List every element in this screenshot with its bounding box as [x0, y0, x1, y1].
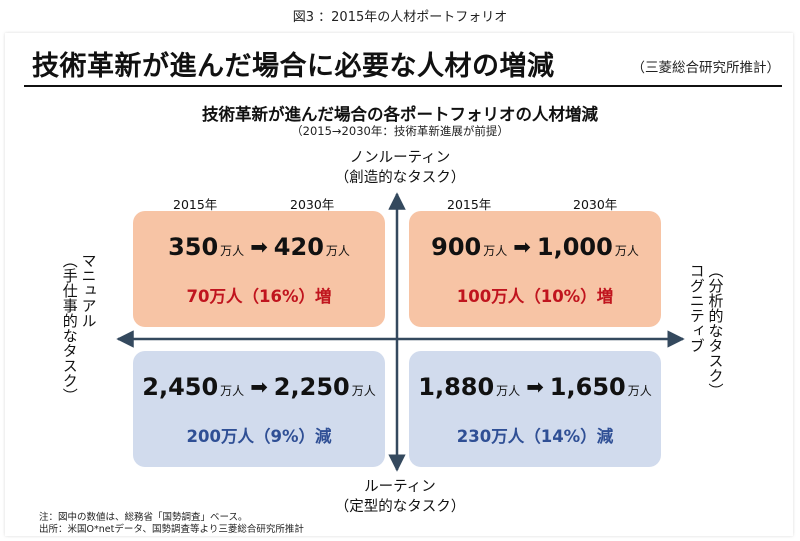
value-from: 900: [431, 233, 482, 261]
year-from-left: 2015年: [173, 197, 218, 212]
value-to: 1,650: [549, 373, 626, 401]
value-to: 2,250: [273, 373, 350, 401]
axis-top-label: ノンルーティン （創造的なタスク）: [300, 149, 500, 188]
value-to: 1,000: [536, 233, 613, 261]
axis-right-line2: （分析的なタスク）: [706, 263, 725, 398]
value-to: 420: [273, 233, 324, 261]
axis-left-line1: マニュアル: [79, 253, 98, 328]
change-label: 100万人（10%）増: [456, 287, 614, 306]
axis-top-line2: （創造的なタスク）: [334, 169, 466, 186]
change-label: 70万人（16%）増: [186, 287, 332, 306]
quadrant-top-left: 350 万人 ➡ 420 万人 70万人（16%）増: [133, 211, 385, 327]
unit-label: 万人: [496, 384, 521, 398]
quadrant-values: 1,880 万人 ➡ 1,650 万人: [409, 373, 661, 401]
quadrant-values: 900 万人 ➡ 1,000 万人: [409, 233, 661, 261]
main-title: 技術革新が進んだ場合に必要な人材の増減: [32, 51, 555, 82]
year-from-right: 2015年: [447, 197, 492, 212]
right-arrow-icon: ➡: [250, 235, 268, 259]
right-arrow-icon: ➡: [513, 235, 531, 259]
unit-label: 万人: [614, 244, 639, 258]
unit-label: 万人: [483, 244, 508, 258]
right-arrow-icon: ➡: [526, 375, 544, 399]
quadrant-top-right: 900 万人 ➡ 1,000 万人 100万人（10%）増: [409, 211, 661, 327]
chart-title: 技術革新が進んだ場合の各ポートフォリオの人材増減: [202, 105, 598, 124]
change-label: 200万人（9%）減: [186, 427, 332, 446]
value-from: 350: [168, 233, 219, 261]
quadrant-values: 2,450 万人 ➡ 2,250 万人: [133, 373, 385, 401]
axis-bottom-label: ルーティン （定型的なタスク）: [300, 478, 500, 517]
axis-top-line1: ノンルーティン: [349, 150, 451, 166]
unit-label: 万人: [351, 384, 376, 398]
figure-caption: 図3 ：2015年の人材ポートフォリオ: [292, 10, 508, 25]
unit-label: 万人: [627, 384, 652, 398]
unit-label: 万人: [220, 244, 245, 258]
footnote-note: 注：図中の数値は、総務省「国勢調査」ベース。: [39, 512, 248, 523]
value-from: 2,450: [142, 373, 219, 401]
unit-label: 万人: [220, 384, 245, 398]
year-to-right: 2030年: [573, 197, 618, 212]
axis-bottom-line1: ルーティン: [364, 479, 436, 495]
unit-label: 万人: [325, 244, 350, 258]
chart-subtitle: （2015→2030年：技術革新進展が前提）: [291, 124, 509, 138]
year-to-left: 2030年: [290, 197, 335, 212]
quadrant-bottom-left: 2,450 万人 ➡ 2,250 万人 200万人（9%）減: [133, 351, 385, 467]
change-label: 230万人（14%）減: [456, 427, 614, 446]
title-underline: [24, 85, 782, 87]
axis-bottom-line2: （定型的なタスク）: [334, 498, 466, 515]
axis-right-label: （分析的なタスク） コグニティブ: [687, 263, 725, 398]
source-note: （三菱総合研究所推計）: [631, 60, 781, 76]
right-arrow-icon: ➡: [250, 375, 268, 399]
axis-right-line1: コグニティブ: [687, 263, 706, 353]
axis-left-line2: （手仕事的なタスク）: [60, 253, 79, 403]
quadrant-values: 350 万人 ➡ 420 万人: [133, 233, 385, 261]
title-banner: 技術革新が進んだ場合に必要な人材の増減 （三菱総合研究所推計）: [6, 38, 792, 94]
quadrant-bottom-right: 1,880 万人 ➡ 1,650 万人 230万人（14%）減: [409, 351, 661, 467]
axis-left-label: マニュアル （手仕事的なタスク）: [60, 253, 98, 403]
footnote-source: 出所：米国O*netデータ、国勢調査等より三菱総合研究所推計: [39, 524, 304, 535]
value-from: 1,880: [418, 373, 495, 401]
